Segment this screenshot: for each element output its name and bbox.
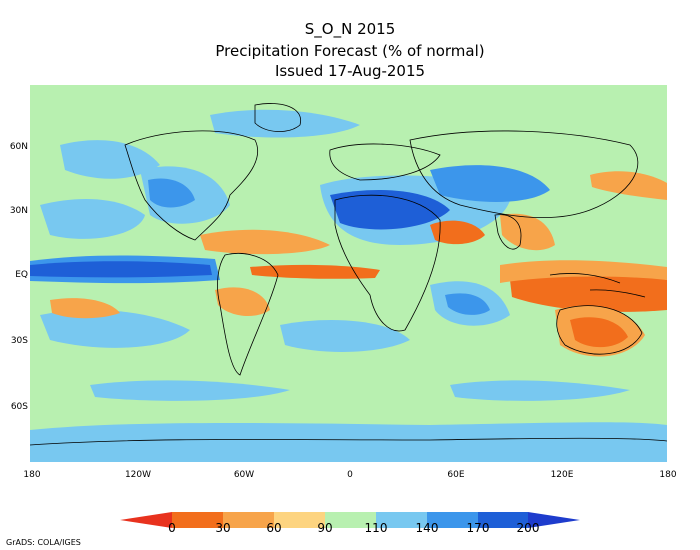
australia-dry-core <box>570 317 628 348</box>
forecast-map <box>30 85 667 462</box>
south-america-outline <box>217 253 279 376</box>
map-canvas <box>30 85 667 462</box>
colorbar-tick-110: 110 <box>364 521 388 535</box>
antarctic-wet <box>30 422 667 462</box>
greenland-outline <box>254 103 301 132</box>
coastlines <box>30 103 667 446</box>
arctic-dry <box>590 171 667 200</box>
colorbar-segment-2 <box>223 512 274 528</box>
indian-ocean-wet-2 <box>445 293 490 315</box>
india-dry <box>500 213 555 251</box>
southern-ocean-wet-2 <box>450 380 630 401</box>
colorbar-segment-1 <box>172 512 223 528</box>
colorbar-segment-6 <box>427 512 478 528</box>
south-america-dry <box>215 287 270 317</box>
colorbar-left-arrow <box>120 512 172 528</box>
africa-outline <box>334 194 441 332</box>
colorbar-tick-0: 0 <box>168 521 176 535</box>
lat-label-30s: 30S <box>10 336 28 346</box>
lat-label-60s: 60S <box>10 402 28 412</box>
s-pacific-dry <box>50 298 120 319</box>
india-outline <box>494 214 522 250</box>
colorbar-tick-90: 90 <box>317 521 333 535</box>
maritime-dry-light <box>500 260 667 283</box>
s-pacific-wet <box>40 310 190 348</box>
antarctica-outline <box>30 437 667 446</box>
colorbar-segment-4 <box>325 512 376 528</box>
atlantic-dry-eq <box>250 264 380 279</box>
lon-label-120w: 120W <box>124 470 152 480</box>
issue-date: Issued 17-Aug-2015 <box>274 62 426 80</box>
arabia-dry <box>430 220 485 245</box>
north-africa-very-wet <box>330 190 450 230</box>
map-subtitle: Precipitation Forecast (% of normal) <box>215 42 485 60</box>
indonesia-outline <box>549 273 646 298</box>
atlantic-dry <box>200 229 330 255</box>
maritime-dry <box>510 272 667 312</box>
colorbar-tick-170: 170 <box>466 521 490 535</box>
colorbar-tick-140: 140 <box>415 521 439 535</box>
colorbar <box>120 512 580 528</box>
asia-wet <box>430 165 550 202</box>
north-america-outline <box>124 130 259 241</box>
lon-label-60w: 60W <box>233 470 255 480</box>
eq-pacific-very-wet <box>30 261 212 278</box>
lon-label-120e: 120E <box>550 470 574 480</box>
colorbar-tick-60: 60 <box>266 521 282 535</box>
grads-credit: GrADS: COLA/IGES <box>6 538 81 547</box>
europe-outline <box>329 143 441 181</box>
map-title: S_O_N 2015 <box>304 20 396 38</box>
australia-outline <box>556 305 643 355</box>
arctic-wet <box>210 109 360 138</box>
lat-label-eq: EQ <box>15 270 28 280</box>
s-atlantic-wet <box>280 320 410 352</box>
n-pacific-wet-2 <box>60 140 160 179</box>
lon-label-60e: 60E <box>447 470 465 480</box>
north-america-very-wet <box>148 178 195 208</box>
southern-ocean-wet <box>90 380 290 401</box>
colorbar-tick-200: 200 <box>516 521 540 535</box>
lat-label-30n: 30N <box>9 206 28 216</box>
lon-label-180w: 180 <box>23 470 41 480</box>
lon-label-0: 0 <box>347 470 353 480</box>
n-pacific-wet <box>40 199 145 239</box>
colorbar-segment-5 <box>376 512 427 528</box>
lat-label-60n: 60N <box>9 142 28 152</box>
colorbar-segment-3 <box>274 512 325 528</box>
lon-label-180e: 180 <box>659 470 677 480</box>
colorbar-segment-7 <box>478 512 528 528</box>
asia-outline <box>409 130 639 218</box>
colorbar-right-arrow <box>528 512 580 528</box>
precip-patches <box>30 109 667 462</box>
colorbar-tick-30: 30 <box>215 521 231 535</box>
